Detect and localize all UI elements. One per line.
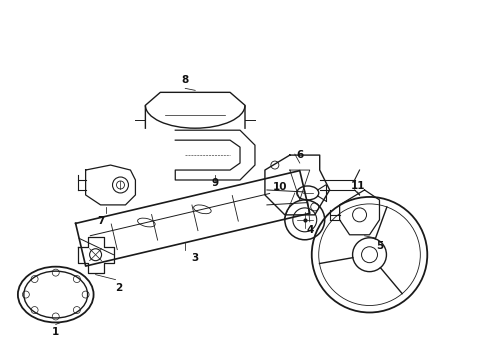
Text: 1: 1 — [52, 327, 59, 337]
Text: 10: 10 — [272, 182, 287, 192]
Text: 3: 3 — [192, 253, 199, 263]
Text: 8: 8 — [182, 75, 189, 85]
Text: 4: 4 — [306, 225, 314, 235]
Text: 9: 9 — [212, 178, 219, 188]
Text: 6: 6 — [296, 150, 303, 160]
Text: 11: 11 — [350, 181, 365, 191]
Text: 7: 7 — [97, 216, 104, 226]
Text: 5: 5 — [376, 241, 383, 251]
Text: 2: 2 — [115, 283, 122, 293]
